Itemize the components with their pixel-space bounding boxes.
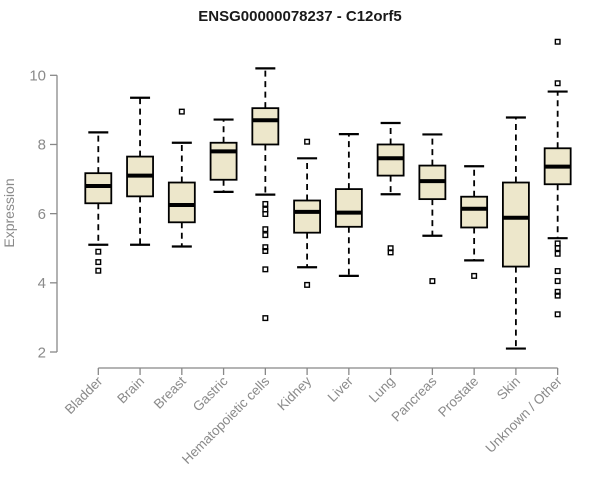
outlier-bladder [95,259,102,266]
outlier-unknown-other [554,80,561,87]
outlier-unknown-other [554,288,561,295]
x-tick-label-breast: Breast [151,373,189,411]
x-tick-label-liver: Liver [325,373,357,405]
box-kidney [293,199,322,234]
outlier-pancreas [429,278,436,285]
outlier-unknown-other [554,292,561,299]
outlier-hematopoietic-cells [262,210,269,217]
box-breast [167,181,196,224]
x-tick-label-bladder: Bladder [62,373,106,417]
outlier-unknown-other [554,245,561,252]
outlier-unknown-other [554,250,561,257]
outlier-unknown-other [554,38,561,45]
outlier-kidney [304,281,311,288]
chart-title: ENSG00000078237 - C12orf5 [198,8,401,25]
outlier-breast [178,108,185,115]
outlier-kidney [304,138,311,145]
outlier-hematopoietic-cells [262,315,269,322]
outlier-hematopoietic-cells [262,248,269,255]
box-prostate [460,195,489,229]
outlier-hematopoietic-cells [262,244,269,251]
outlier-unknown-other [554,240,561,247]
x-tick-label-brain: Brain [114,374,147,407]
outlier-lung [387,249,394,256]
box-liver [334,188,363,228]
x-tick-label-pancreas: Pancreas [389,373,440,424]
outlier-hematopoietic-cells [262,200,269,207]
box-bladder [84,172,113,205]
outlier-hematopoietic-cells [262,226,269,233]
y-tick-label-8: 8 [38,137,46,154]
box-gastric [209,141,238,181]
y-tick-label-2: 2 [38,344,46,361]
x-tick-label-lung: Lung [366,374,398,406]
x-tick-label-gastric: Gastric [190,373,231,414]
y-tick-label-4: 4 [38,275,46,292]
x-tick-label-skin: Skin [494,374,523,403]
y-tick-label-6: 6 [38,206,46,223]
x-tick-label-prostate: Prostate [435,374,481,420]
x-tick-label-kidney: Kidney [274,373,314,413]
outlier-bladder [95,248,102,255]
outlier-unknown-other [554,278,561,285]
y-tick-label-10: 10 [29,68,46,85]
outlier-unknown-other [554,311,561,318]
box-hematopoietic-cells [251,107,280,146]
outlier-unknown-other [554,268,561,275]
outlier-hematopoietic-cells [262,232,269,239]
y-axis-title: Expression [1,178,17,247]
outlier-hematopoietic-cells [262,266,269,273]
x-tick-label-unknown-other: Unknown / Other [483,373,566,456]
outlier-bladder [95,267,102,274]
outlier-prostate [471,272,478,279]
box-skin [501,181,530,268]
